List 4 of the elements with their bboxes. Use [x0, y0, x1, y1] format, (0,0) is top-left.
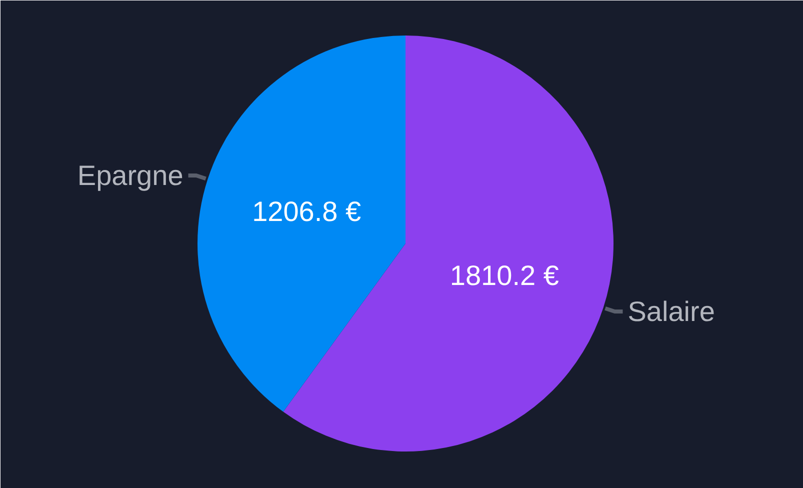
slice-label: Epargne	[77, 160, 184, 192]
data-label: 1810.2 €	[450, 260, 560, 292]
slice-label: Salaire	[628, 296, 715, 327]
data-label: 1206.8 €	[252, 196, 362, 227]
